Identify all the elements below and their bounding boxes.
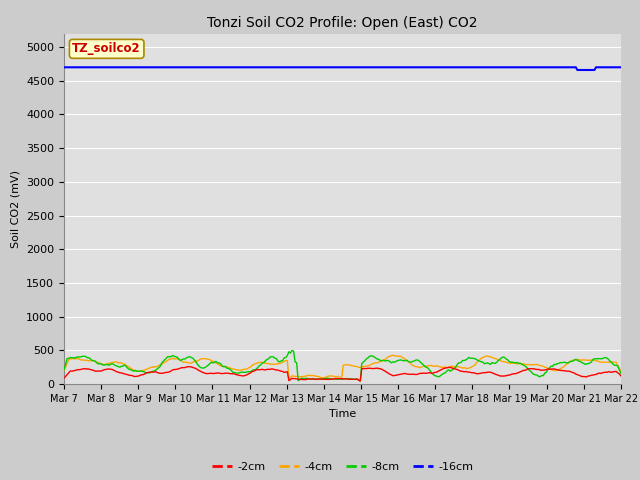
Title: Tonzi Soil CO2 Profile: Open (East) CO2: Tonzi Soil CO2 Profile: Open (East) CO2 bbox=[207, 16, 477, 30]
Text: TZ_soilco2: TZ_soilco2 bbox=[72, 42, 141, 55]
X-axis label: Time: Time bbox=[329, 409, 356, 419]
Y-axis label: Soil CO2 (mV): Soil CO2 (mV) bbox=[11, 170, 20, 248]
Legend: -2cm, -4cm, -8cm, -16cm: -2cm, -4cm, -8cm, -16cm bbox=[207, 457, 477, 477]
